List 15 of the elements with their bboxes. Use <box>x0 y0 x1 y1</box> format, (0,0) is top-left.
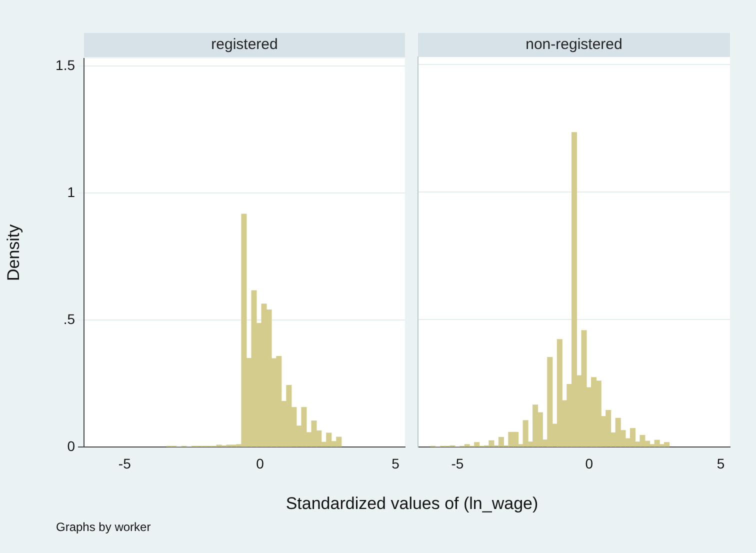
y-tick-label: .5 <box>63 310 76 327</box>
y-tick-label: 0 <box>67 438 76 454</box>
x-tick-label: 0 <box>585 455 594 472</box>
x-tick-label: 5 <box>716 455 725 472</box>
y-tick-label: 1 <box>67 184 76 200</box>
x-tick-label: -5 <box>118 455 132 472</box>
x-axis-title: Standardized values of (ln_wage) <box>284 494 540 514</box>
chart-title: registered <box>84 33 405 57</box>
y-axis-title: Density <box>4 224 23 282</box>
x-tick-label: 5 <box>392 455 400 472</box>
x-tick-label: 0 <box>256 455 264 472</box>
chart-title: non-registered <box>418 33 730 57</box>
y-tick-label: 1.5 <box>56 56 76 73</box>
text: Graphs by worker <box>56 520 151 534</box>
x-tick-label: -5 <box>451 455 464 472</box>
